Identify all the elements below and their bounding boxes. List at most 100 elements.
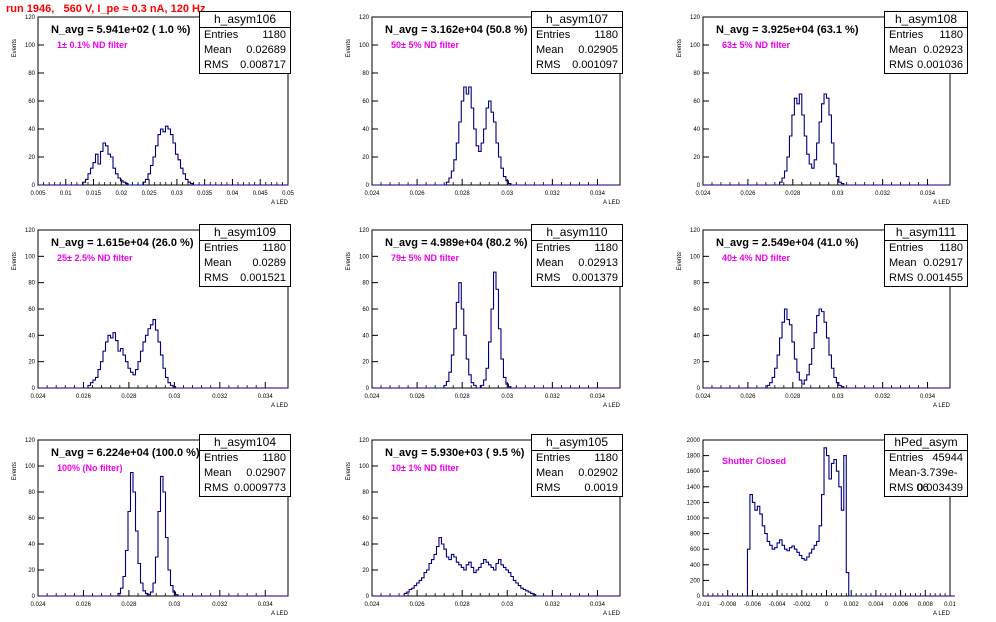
y-tick-label: 120 <box>25 15 36 21</box>
navg-label: N_avg = 3.925e+04 (63.1 %) <box>716 24 859 36</box>
y-tick-label: 20 <box>28 360 35 366</box>
x-axis-title: A LED <box>933 403 951 409</box>
histogram-series <box>703 93 950 186</box>
x-tick-label: 0.008 <box>918 602 934 608</box>
stats-box-h_asym110: h_asym110 Entries 1180 Mean 0.02913 RMS 0.0013… <box>531 224 623 287</box>
stats-row: RMS 0.0009773 <box>200 481 290 496</box>
stats-value: 0.001036 <box>917 59 963 71</box>
y-tick-label: 100 <box>690 254 701 260</box>
stats-value: 0.02917 <box>923 257 963 269</box>
y-tick-label: 0 <box>366 594 370 600</box>
stats-key: Mean <box>889 44 917 56</box>
stats-value: 0.001097 <box>572 59 618 71</box>
filter-label: 40± 4% ND filter <box>722 253 790 263</box>
y-tick-label: 40 <box>693 333 700 339</box>
y-tick-label: 200 <box>690 578 701 584</box>
x-tick-label: 0.028 <box>785 191 801 197</box>
stats-row: Mean 0.02913 <box>532 256 622 271</box>
stats-row: Mean 0.02907 <box>200 466 290 481</box>
x-tick-label: 0.028 <box>455 394 471 400</box>
stats-row: RMS 0.001036 <box>885 58 967 73</box>
stats-key: Mean <box>536 44 564 56</box>
stats-value: 0.02907 <box>246 467 286 479</box>
stats-key: RMS <box>536 482 561 494</box>
stats-key: RMS <box>536 272 561 284</box>
y-tick-label: 1200 <box>687 500 701 506</box>
x-axis-title: A LED <box>271 403 289 409</box>
y-tick-label: 0 <box>697 594 701 600</box>
stats-row: RMS 0.001521 <box>200 271 290 286</box>
y-tick-label: 60 <box>362 99 369 105</box>
stats-value: 0.02689 <box>246 44 286 56</box>
stats-key: Entries <box>536 242 571 254</box>
x-tick-label: 0.032 <box>212 602 228 608</box>
y-tick-label: 20 <box>28 155 35 161</box>
histogram-series <box>703 447 955 597</box>
y-axis-title: Events <box>12 39 18 57</box>
y-tick-label: 120 <box>25 228 36 234</box>
stats-key: Entries <box>204 452 239 464</box>
navg-label: N_avg = 3.162e+04 (50.8 %) <box>385 24 528 36</box>
histogram-panel-h_asym108: 0 20 40 60 80 100 120 0.024 0.026 0.028 0.03 0.032 0… <box>677 15 951 206</box>
histogram-series <box>372 86 620 186</box>
histogram-series <box>38 125 288 186</box>
stats-row: RMS 0.003439 <box>885 481 967 496</box>
x-tick-label: 0.032 <box>875 191 891 197</box>
y-tick-label: 800 <box>690 532 701 538</box>
y-tick-label: 40 <box>28 127 35 133</box>
x-tick-label: 0.005 <box>30 191 46 197</box>
x-tick-label: 0.032 <box>545 394 561 400</box>
y-tick-label: 0 <box>32 183 36 189</box>
stats-box-h_asym104: h_asym104 Entries 1180 Mean 0.02907 RMS 0.0009… <box>199 434 291 497</box>
x-tick-label: 0.024 <box>364 602 380 608</box>
stats-key: Entries <box>889 29 924 41</box>
histogram-panel-hPed_asym: 0 200 400 600 800 1000 1200 1400 1600 1800 2000 -0.… <box>687 438 957 617</box>
y-axis-title: Events <box>346 39 352 57</box>
y-tick-label: 40 <box>28 542 35 548</box>
y-tick-label: 20 <box>28 568 35 574</box>
x-tick-label: 0.026 <box>76 602 92 608</box>
stats-row: Mean 0.02689 <box>200 43 290 58</box>
x-tick-label: 0.015 <box>86 191 102 197</box>
stats-key: RMS <box>204 272 229 284</box>
filter-label: 25± 2.5% ND filter <box>57 253 133 263</box>
x-tick-label: 0.034 <box>258 602 274 608</box>
y-tick-label: 60 <box>693 99 700 105</box>
histogram-panel-h_asym105: 0 20 40 60 80 100 120 0.024 0.026 0.028 0.03 0.032 0… <box>346 438 621 617</box>
stats-row: Entries 1180 <box>885 241 967 256</box>
stats-key: Entries <box>889 452 924 464</box>
x-tick-label: 0.032 <box>875 394 891 400</box>
stats-key: Entries <box>889 242 924 254</box>
stats-value: 0.001455 <box>917 272 963 284</box>
y-tick-label: 40 <box>28 333 35 339</box>
navg-label: N_avg = 4.989e+04 (80.2 %) <box>385 237 528 249</box>
y-tick-label: 0 <box>366 183 370 189</box>
navg-label: N_avg = 2.549e+04 (41.0 %) <box>716 237 859 249</box>
x-tick-label: 0.002 <box>844 602 860 608</box>
y-tick-label: 80 <box>693 281 700 287</box>
filter-label: 1± 0.1% ND filter <box>57 40 128 50</box>
histogram-series <box>372 536 620 597</box>
stats-title: hPed_asym <box>885 435 967 451</box>
stats-box-h_asym108: h_asym108 Entries 1180 Mean 0.02923 RMS 0.0010… <box>884 11 968 74</box>
x-axis-title: A LED <box>603 403 621 409</box>
navg-label: N_avg = 1.615e+04 (26.0 %) <box>51 237 194 249</box>
stats-value: 0.0009773 <box>234 482 286 494</box>
x-tick-label: 0.024 <box>364 191 380 197</box>
x-tick-label: 0.032 <box>545 602 561 608</box>
filter-label: 10± 1% ND filter <box>391 463 459 473</box>
x-tick-label: 0.026 <box>740 394 756 400</box>
stats-row: Entries 1180 <box>885 28 967 43</box>
y-tick-label: 60 <box>362 307 369 313</box>
histogram-panel-h_asym106: 0 20 40 60 80 100 120 0.005 0.01 0.015 0.02 0.025 0.… <box>12 15 294 206</box>
filter-label: Shutter Closed <box>722 456 787 466</box>
stats-box-h_asym105: h_asym105 Entries 1180 Mean 0.02902 RMS 0.0019 <box>531 434 623 497</box>
x-tick-label: 0.004 <box>868 602 884 608</box>
stats-key: Mean <box>204 44 232 56</box>
x-tick-label: 0.05 <box>282 191 294 197</box>
histogram-panel-h_asym109: 0 20 40 60 80 100 120 0.024 0.026 0.028 0.03 0.032 0… <box>12 228 289 409</box>
stats-key: Mean <box>889 257 917 269</box>
x-tick-label: 0.026 <box>410 602 426 608</box>
x-tick-label: 0.034 <box>590 602 606 608</box>
